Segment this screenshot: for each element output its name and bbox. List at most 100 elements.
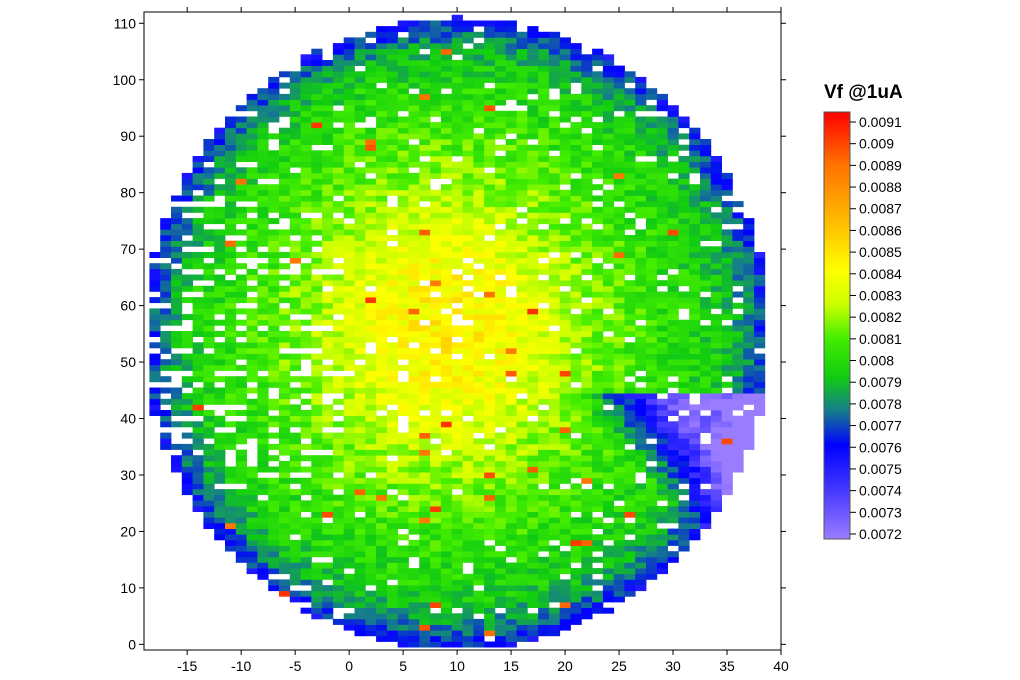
wafer-cell [160,398,172,405]
wafer-cell [343,528,355,535]
wafer-cell [246,297,258,304]
colorbar-tick-label: 0.009 [859,136,894,152]
wafer-cell [300,240,312,247]
wafer-cell [548,331,561,337]
wafer-cell [440,607,453,614]
wafer-cell [700,364,712,371]
wafer-cell [754,291,766,298]
wafer-cell [570,212,582,219]
wafer-cell [354,551,366,558]
wafer-cell [494,624,507,631]
wafer-cell [548,568,561,575]
wafer-cell [689,534,701,541]
wafer-cell [505,438,517,445]
wafer-cell [343,274,355,281]
wafer-cell [527,325,539,332]
wafer-cell [710,336,722,343]
wafer-cell [430,466,442,473]
wafer-cell [527,568,539,575]
wafer-cell [516,172,528,179]
wafer-cell [257,139,269,145]
wafer-cell [214,263,226,270]
wafer-cell [527,347,539,354]
wafer-cell [365,460,377,467]
wafer-cell [451,449,463,456]
wafer-cell [473,489,485,496]
wafer-cell [667,438,679,445]
wafer-cell [268,99,280,106]
wafer-cell [311,602,323,608]
wafer-cell [635,268,647,275]
wafer-cell [376,443,388,450]
wafer-cell [268,415,280,422]
wafer-cell [419,630,431,637]
wafer-cell [440,438,453,445]
wafer-cell [494,432,507,439]
wafer-cell [516,178,528,185]
wafer-cell [473,150,485,157]
wafer-cell [311,579,323,586]
wafer-cell [581,517,593,524]
wafer-cell [181,195,193,202]
wafer-cell [656,150,668,157]
wafer-cell [376,602,388,608]
wafer-cell [376,618,388,625]
wafer-cell [311,568,323,575]
wafer-cell [689,455,701,462]
wafer-cell [559,590,571,597]
wafer-cell [354,156,366,162]
wafer-cell [538,110,550,117]
wafer-cell [246,150,258,157]
wafer-cell [505,43,517,50]
wafer-cell [311,523,323,529]
wafer-cell [548,359,561,366]
wafer-cell [440,172,453,179]
wafer-cell [527,624,539,631]
wafer-cell [376,308,388,315]
wafer-cell [592,297,604,304]
wafer-cell [527,235,539,241]
wafer-cell [451,31,463,38]
wafer-cell [754,308,766,315]
wafer-cell [624,110,636,117]
wafer-cell [235,342,247,349]
wafer-cell [494,336,507,343]
wafer-cell [408,376,420,383]
wafer-cell [343,443,355,450]
wafer-cell [700,144,712,151]
wafer-cell [710,235,722,241]
wafer-cell [332,189,345,196]
wafer-cell [505,297,517,304]
wafer-cell [386,534,399,541]
wafer-cell [430,54,442,61]
wafer-cell [721,184,733,191]
wafer-cell [613,116,625,123]
wafer-cell [548,432,561,439]
wafer-cell [149,314,161,321]
wafer-cell [192,308,204,315]
wafer-cell [268,556,280,563]
wafer-cell [397,139,409,145]
wafer-cell [268,336,280,343]
wafer-cell [656,161,668,168]
wafer-cell [386,172,399,179]
wafer-cell [462,65,474,72]
wafer-cell [484,150,496,157]
wafer-cell [343,325,355,332]
wafer-cell [160,235,172,241]
wafer-cell [743,347,755,354]
wafer-cell [279,342,291,349]
wafer-cell [419,393,431,400]
wafer-cell [408,240,420,247]
wafer-cell [257,421,269,428]
wafer-cell [592,325,604,332]
wafer-cell [646,449,658,456]
wafer-cell [354,133,366,140]
wafer-cell [646,539,658,546]
wafer-cell [484,172,496,179]
wafer-cell [408,404,420,411]
wafer-cell [689,427,701,433]
wafer-cell [527,26,539,33]
wafer-cell [710,342,722,349]
wafer-cell [451,206,463,213]
